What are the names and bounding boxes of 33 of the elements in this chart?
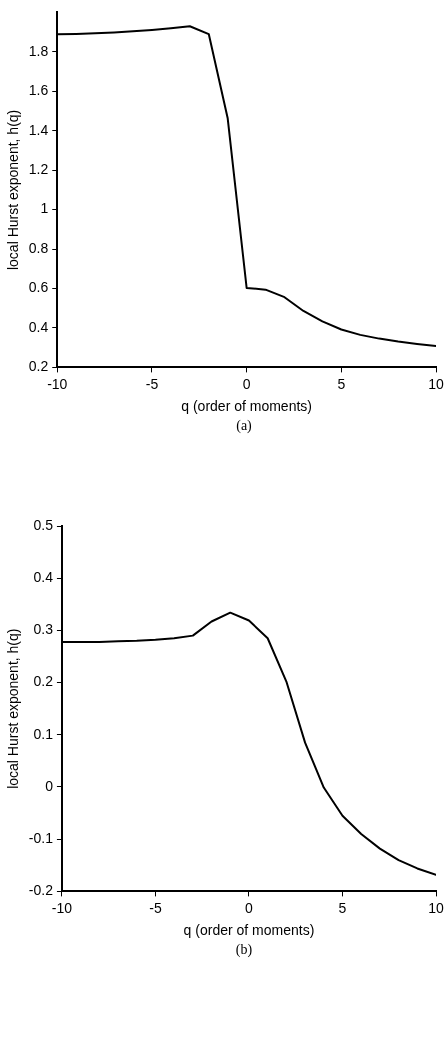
x-tick-label: -5 bbox=[145, 375, 159, 392]
y-tick-label: 0.5 bbox=[33, 516, 54, 533]
y-axis-title: local Hurst exponent, h(q) bbox=[5, 109, 22, 271]
y-tick-label: 1.2 bbox=[28, 161, 49, 178]
y-axis-title: local Hurst exponent, h(q) bbox=[5, 628, 22, 789]
y-tick-label: 0.6 bbox=[28, 279, 49, 296]
x-tick-label: 5 bbox=[338, 899, 347, 916]
y-tick-label: 0.4 bbox=[33, 569, 54, 586]
y-tick-label: 0.3 bbox=[33, 621, 54, 638]
x-tick-label: 5 bbox=[337, 375, 346, 392]
x-axis-title: q (order of moments) bbox=[183, 922, 315, 939]
text: (b) bbox=[234, 942, 254, 959]
x-tick-label: -10 bbox=[47, 375, 68, 392]
x-axis-title: q (order of moments) bbox=[181, 398, 312, 415]
y-tick-label: 1.4 bbox=[28, 121, 49, 138]
y-tick-label: 0.4 bbox=[28, 318, 49, 335]
x-tick-label: 0 bbox=[242, 375, 251, 392]
y-tick-label: 1.6 bbox=[28, 82, 49, 99]
x-tick-label: -5 bbox=[149, 899, 162, 916]
y-tick-label: -0.1 bbox=[28, 830, 54, 847]
x-tick-label: 0 bbox=[245, 899, 254, 916]
y-tick-label: 1 bbox=[40, 200, 49, 217]
text: (a) bbox=[235, 418, 253, 435]
x-tick-label: 10 bbox=[428, 899, 444, 916]
y-tick-label: 0.8 bbox=[28, 239, 49, 256]
y-tick-label: 1.8 bbox=[28, 42, 49, 59]
y-tick-label: 0.2 bbox=[28, 358, 49, 375]
y-tick-label: -0.2 bbox=[28, 882, 54, 899]
y-tick-label: 0 bbox=[45, 777, 54, 794]
y-tick-label: 0.1 bbox=[33, 725, 54, 742]
y-tick-label: 0.2 bbox=[33, 673, 54, 690]
x-tick-label: 10 bbox=[428, 375, 444, 392]
x-tick-label: -10 bbox=[51, 899, 73, 916]
